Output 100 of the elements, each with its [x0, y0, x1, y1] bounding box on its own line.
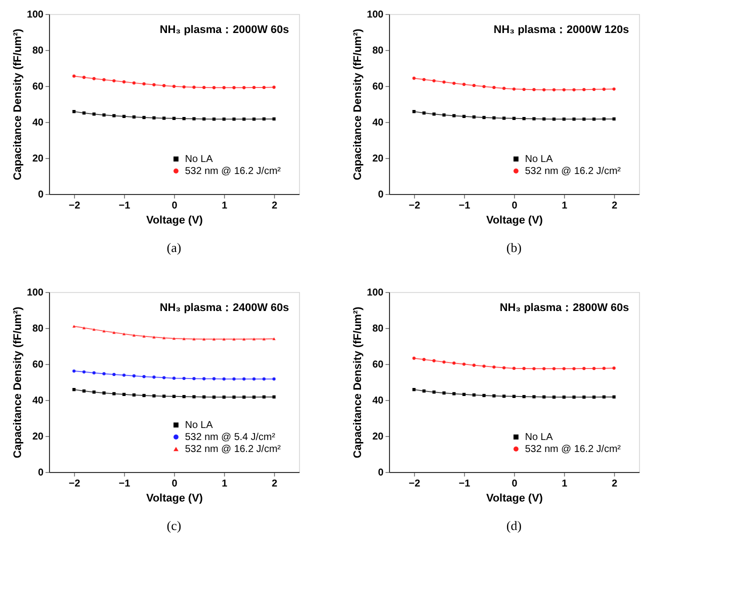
x-tick-label: −2 [68, 478, 81, 490]
point [272, 117, 276, 121]
point [472, 364, 476, 367]
point [592, 118, 596, 121]
point [102, 330, 106, 332]
point [272, 337, 276, 340]
point [262, 117, 266, 121]
y-tick-label: 100 [366, 10, 384, 20]
legend-label: 532 nm @ 16.2 J/cm² [185, 444, 282, 455]
point [182, 395, 186, 398]
text: NH₃ plasma：2800W 60s [500, 302, 629, 314]
point [232, 396, 236, 399]
point [222, 118, 226, 121]
point [432, 79, 436, 82]
x-tick-label: 2 [612, 200, 618, 212]
y-axis-title: Capacitance Density (fF/um²) [12, 306, 24, 458]
point [202, 395, 206, 399]
point [552, 118, 556, 121]
point [162, 84, 166, 88]
point [412, 76, 416, 80]
point [172, 376, 176, 380]
point [152, 376, 156, 379]
point [152, 394, 156, 398]
point [172, 394, 176, 398]
point [272, 86, 276, 89]
x-tick-label: 2 [272, 200, 278, 212]
point [102, 391, 106, 395]
point [122, 374, 126, 377]
point [432, 359, 436, 362]
legend-label: No LA [185, 420, 214, 431]
y-tick-label: 100 [26, 10, 44, 20]
point [172, 84, 176, 88]
point [502, 86, 506, 90]
point [232, 86, 236, 90]
point [472, 84, 476, 88]
point [92, 112, 96, 116]
point [182, 337, 186, 340]
text: (a) [166, 240, 182, 255]
legend-label: No LA [525, 432, 554, 443]
point [102, 78, 106, 82]
point [72, 110, 76, 114]
y-tick-label: 60 [372, 360, 384, 370]
x-tick-label: 0 [512, 478, 518, 490]
text: NH₃ plasma：2000W 60s [160, 24, 289, 36]
point [562, 88, 566, 92]
x-tick-label: 0 [512, 200, 518, 212]
point [492, 394, 496, 398]
point [412, 356, 416, 360]
point [502, 116, 506, 120]
point [132, 374, 136, 378]
legend-label: 532 nm @ 5.4 J/cm² [185, 432, 276, 443]
point [422, 358, 426, 362]
point [202, 86, 206, 90]
point [502, 394, 506, 398]
point [612, 366, 616, 370]
point [172, 116, 176, 120]
point [452, 114, 456, 118]
point [222, 338, 226, 341]
point [522, 395, 526, 398]
point [542, 117, 546, 121]
point [612, 395, 616, 399]
point [602, 366, 606, 370]
x-axis-title: Voltage (V) [146, 492, 204, 504]
point [102, 113, 106, 117]
point [132, 334, 136, 337]
x-tick-label: 1 [562, 200, 568, 212]
point [72, 388, 76, 392]
point [162, 394, 166, 398]
point [552, 88, 556, 92]
text: (d) [506, 518, 522, 533]
point [612, 117, 616, 121]
point [172, 337, 176, 340]
point [112, 79, 116, 82]
point [192, 338, 196, 340]
y-tick-label: 80 [32, 324, 44, 334]
point [582, 396, 586, 399]
point [212, 338, 216, 341]
point [122, 80, 126, 84]
y-tick-label: 80 [32, 46, 44, 56]
point [232, 338, 236, 341]
point [252, 377, 256, 381]
point [202, 377, 206, 380]
point [602, 395, 606, 399]
point [432, 390, 436, 394]
point [202, 338, 206, 341]
point [192, 377, 196, 380]
point [512, 394, 516, 398]
y-tick-label: 20 [32, 154, 44, 164]
point [152, 336, 156, 339]
point [542, 367, 546, 370]
point [242, 86, 246, 90]
text: NH₃ plasma：2400W 60s [160, 302, 289, 314]
point [142, 375, 146, 378]
y-tick-label: 0 [38, 468, 44, 478]
point [562, 367, 566, 370]
point [422, 389, 426, 393]
point [512, 87, 516, 91]
point [222, 377, 226, 381]
point [112, 114, 116, 118]
point [592, 88, 596, 91]
